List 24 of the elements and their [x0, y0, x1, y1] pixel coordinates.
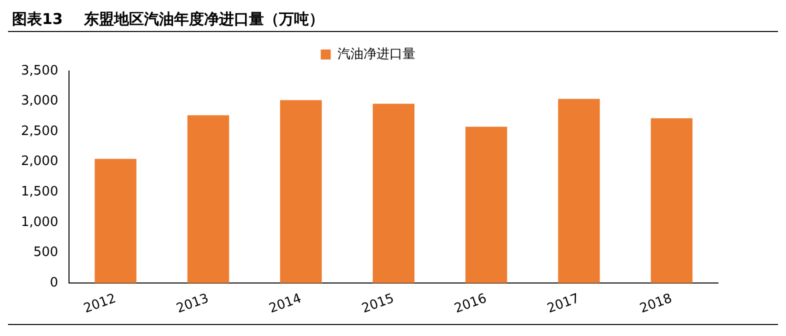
- bar: [465, 126, 508, 284]
- y-tick-label: 0: [50, 275, 58, 290]
- x-tick-label: 2012: [82, 291, 118, 317]
- bar: [558, 98, 600, 284]
- bar: [650, 118, 693, 284]
- y-tick-label: 3,500: [21, 63, 58, 78]
- x-tick-label: 2016: [452, 291, 489, 317]
- y-tick-label: 500: [33, 245, 58, 260]
- y-tick-label: 1,500: [21, 184, 58, 200]
- chart-title: 图表13 东盟地区汽油年度净进口量（万吨）: [8, 8, 778, 32]
- bar: [372, 104, 414, 284]
- y-tick-label: 2,000: [21, 154, 58, 170]
- bar: [280, 100, 322, 284]
- bar: [187, 115, 230, 284]
- x-tick-label: 2015: [360, 291, 396, 317]
- legend-label: 汽油净进口量: [337, 46, 416, 62]
- y-tick-label: 3,000: [21, 94, 58, 109]
- x-tick-label: 2014: [267, 291, 304, 317]
- bar: [94, 158, 136, 284]
- x-tick-label: 2018: [638, 291, 674, 317]
- y-tick-label: 2,500: [21, 124, 58, 139]
- y-tick-label: 1,000: [21, 214, 58, 230]
- x-tick-label: 2013: [174, 291, 211, 317]
- x-tick-label: 2017: [545, 291, 582, 317]
